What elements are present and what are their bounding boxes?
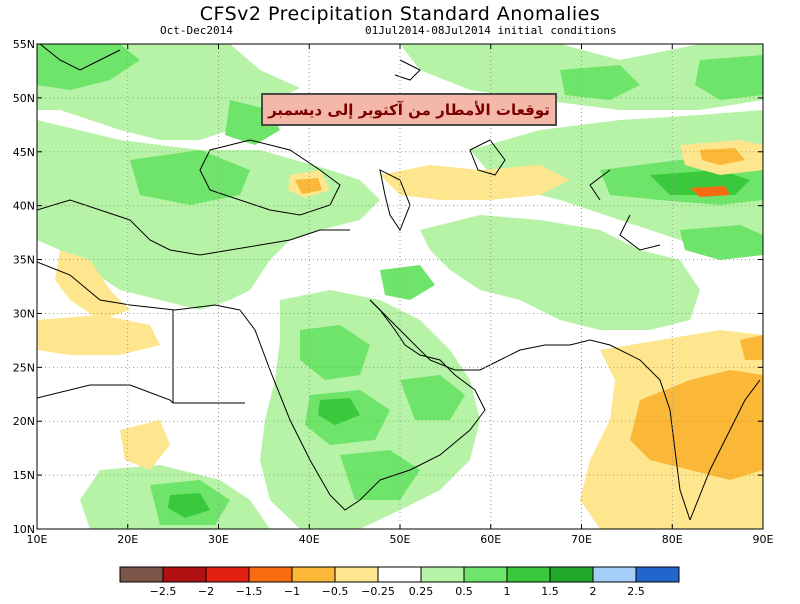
legend-label: −1 <box>284 585 300 598</box>
y-tick-label: 30N <box>13 307 35 320</box>
y-tick-label: 20N <box>13 415 35 428</box>
legend-swatch <box>549 566 594 583</box>
y-tick-label: 35N <box>13 254 35 267</box>
y-tick-label: 50N <box>13 92 35 105</box>
legend-labels: −2.5 −2 −1.5 −1 −0.5 −0.25 0.25 0.5 1 1.5 2 2.5 <box>150 585 645 598</box>
legend-swatch <box>334 566 379 583</box>
x-tick-label: 50E <box>390 533 411 546</box>
arabic-callout-box: توقعات الأمطار من آكتوبر إلى ديسمبر <box>261 93 557 126</box>
x-tick-label: 30E <box>208 533 229 546</box>
legend-swatch <box>635 566 680 583</box>
y-tick-label: 25N <box>13 361 35 374</box>
x-tick-label: 10E <box>27 533 48 546</box>
coastlines <box>37 44 761 521</box>
legend-label: 0.25 <box>409 585 434 598</box>
legend-label: −2.5 <box>150 585 177 598</box>
legend-label: 1 <box>504 585 511 598</box>
legend-label: 2.5 <box>627 585 645 598</box>
x-tick-label: 80E <box>662 533 683 546</box>
x-tick-label: 70E <box>571 533 592 546</box>
y-tick-label: 10N <box>13 523 35 536</box>
initial-conditions: 01Jul2014-08Jul2014 initial conditions <box>365 24 617 37</box>
legend-label: −0.5 <box>322 585 349 598</box>
y-tick-label: 40N <box>13 200 35 213</box>
legend-label: −2 <box>198 585 214 598</box>
x-tick-label: 60E <box>480 533 501 546</box>
y-tick-label: 45N <box>13 146 35 159</box>
x-tick-label: 40E <box>299 533 320 546</box>
map-title: CFSv2 Precipitation Standard Anomalies <box>199 3 601 25</box>
y-tick-label: 15N <box>13 469 35 482</box>
axis-ticks <box>36 43 764 530</box>
anomaly-shading <box>37 44 763 529</box>
legend-swatch <box>377 566 422 583</box>
y-tick-label: 55N <box>13 38 35 51</box>
legend-label: 0.5 <box>455 585 473 598</box>
legend-label: 2 <box>590 585 597 598</box>
legend-swatch <box>162 566 207 583</box>
legend-swatch <box>119 566 164 583</box>
legend-swatch <box>248 566 293 583</box>
x-tick-label: 20E <box>117 533 138 546</box>
legend-swatch <box>592 566 637 583</box>
legend-label: −1.5 <box>236 585 263 598</box>
legend-swatch <box>291 566 336 583</box>
legend-swatch <box>420 566 465 583</box>
legend-colorbar <box>119 566 680 583</box>
y-axis-labels: 55N 50N 45N 40N 35N 30N 25N 20N 15N 10N <box>13 38 35 536</box>
legend-swatch <box>506 566 551 583</box>
legend-label: −0.25 <box>361 585 395 598</box>
forecast-period: Oct-Dec2014 <box>160 24 233 37</box>
legend-swatch <box>463 566 508 583</box>
x-axis-labels: 10E 20E 30E 40E 50E 60E 70E 80E 90E <box>27 533 774 546</box>
x-tick-label: 90E <box>753 533 774 546</box>
legend-label: 1.5 <box>541 585 559 598</box>
legend-swatch <box>205 566 250 583</box>
